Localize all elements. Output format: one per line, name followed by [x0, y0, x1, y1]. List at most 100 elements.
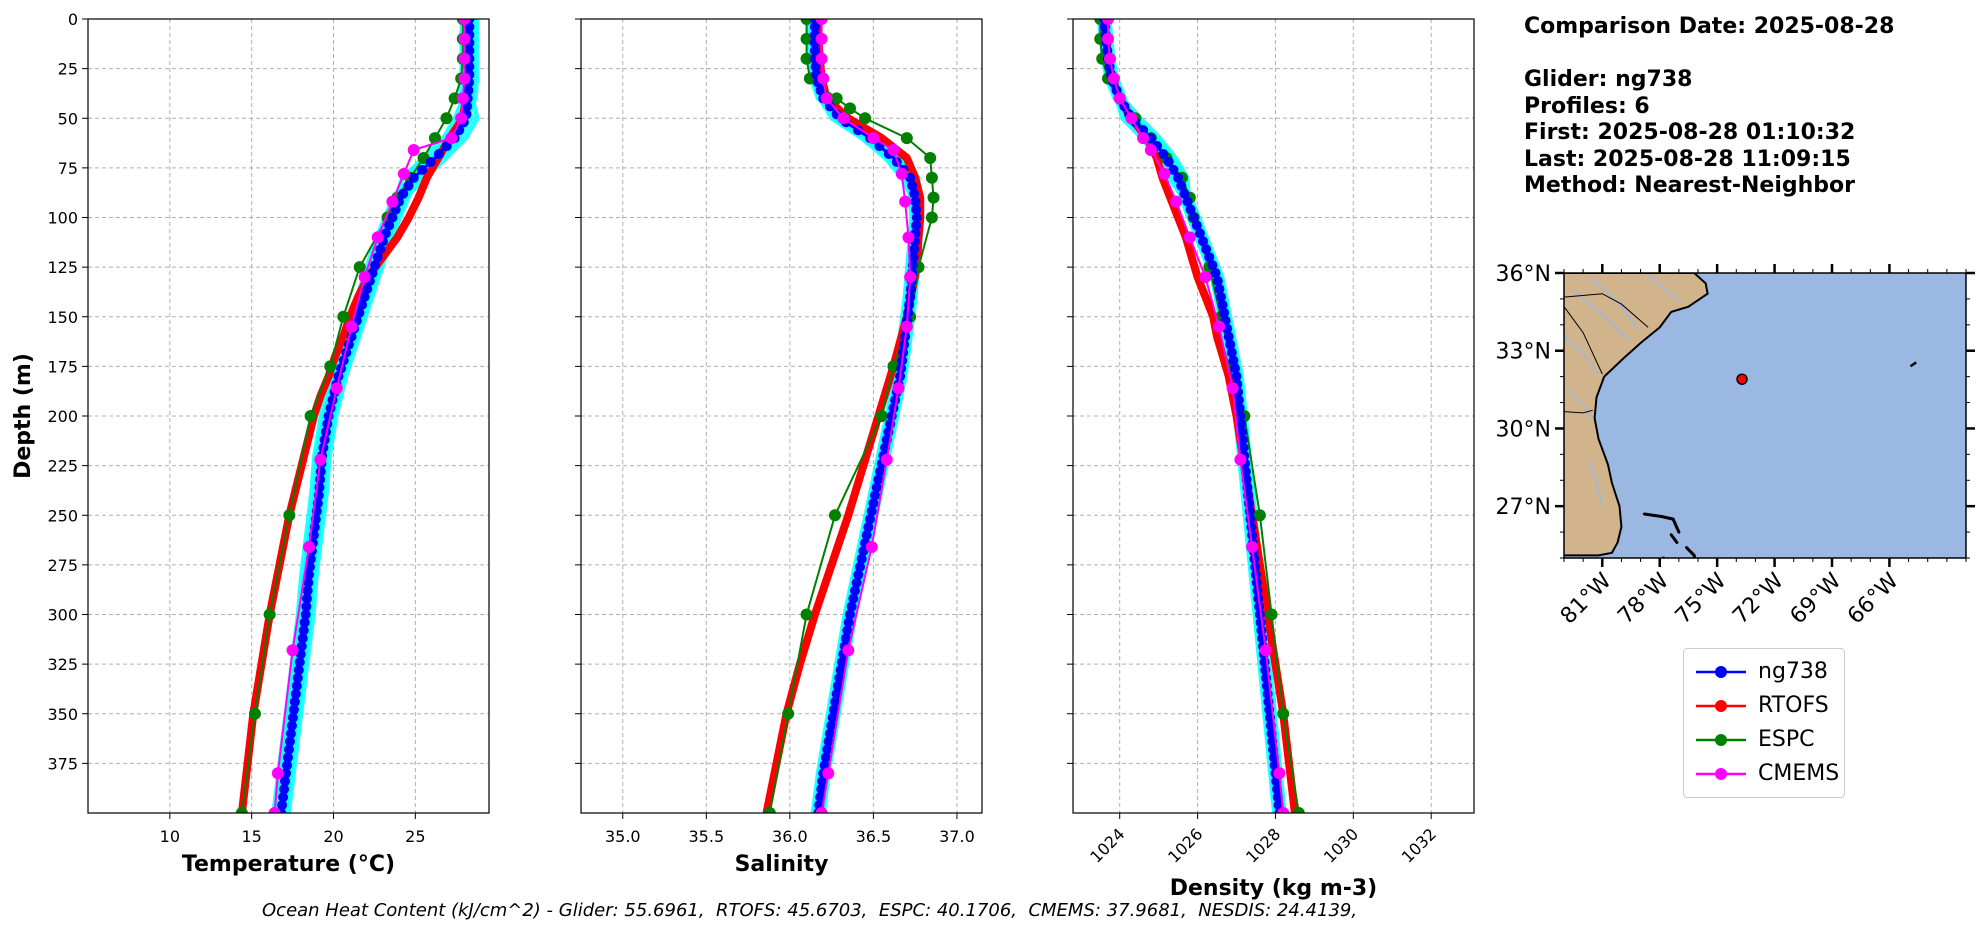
data-point-CMEMS — [1125, 112, 1138, 125]
map-lat-label: 30°N — [1496, 417, 1551, 442]
map-land — [1564, 273, 1709, 557]
data-point-ng738 — [1231, 371, 1242, 382]
data-point-ng738 — [1212, 276, 1223, 287]
map-lon-label: 69°W — [1786, 568, 1847, 629]
map-lon-label: 72°W — [1728, 568, 1789, 629]
data-point-ng738 — [303, 569, 314, 580]
x-tick-label: 35.5 — [689, 827, 725, 846]
data-point-ng738 — [820, 752, 831, 763]
legend-label: ESPC — [1758, 727, 1815, 752]
data-point-ng738 — [403, 180, 414, 191]
data-point-ESPC — [235, 807, 248, 813]
panel-2: 1024 1026 1028 1030 1032 Density (kg m-3) — [1067, 18, 1475, 901]
data-point-ng738 — [810, 61, 821, 72]
data-point-ng738 — [848, 593, 859, 604]
data-point-ng738 — [304, 561, 315, 572]
data-point-ng738 — [835, 665, 846, 676]
data-point-CMEMS — [458, 72, 471, 85]
data-point-CMEMS — [865, 541, 878, 554]
data-point-CMEMS — [842, 644, 855, 657]
y-tick-label: 0 — [68, 10, 78, 29]
axes-frame — [580, 18, 983, 814]
data-point-CMEMS — [1199, 271, 1212, 284]
data-point-ng738 — [283, 744, 294, 755]
data-point-ng738 — [1158, 148, 1169, 159]
data-point-ng738 — [1198, 236, 1209, 247]
data-point-ng738 — [1179, 188, 1190, 199]
data-point-ng738 — [1236, 426, 1247, 437]
data-point-ng738 — [828, 704, 839, 715]
data-point-ng738 — [372, 252, 383, 263]
data-point-ng738 — [815, 792, 826, 803]
data-point-ng738 — [1228, 355, 1239, 366]
data-point-ng738 — [870, 490, 881, 501]
data-point-CMEMS — [902, 231, 915, 244]
data-point-ng738 — [301, 601, 312, 612]
data-point-ng738 — [1191, 220, 1202, 231]
data-point-ng738 — [1223, 331, 1234, 342]
data-point-CMEMS — [268, 807, 281, 813]
map-island — [1642, 512, 1681, 534]
data-point-ng738 — [1204, 252, 1215, 263]
map-island — [1909, 361, 1917, 368]
x-tick-label: 1028 — [1242, 824, 1284, 866]
data-point-ng738 — [873, 474, 884, 485]
data-point-CMEMS — [302, 541, 315, 554]
data-point-ng738 — [865, 514, 876, 525]
data-point-ng738 — [1215, 291, 1226, 302]
data-point-CMEMS — [345, 320, 358, 333]
data-point-ESPC — [304, 410, 317, 422]
data-point-ng738 — [299, 617, 310, 628]
data-point-ng738 — [910, 196, 921, 207]
data-point-CMEMS — [867, 132, 880, 145]
map-lon-label: 75°W — [1671, 568, 1732, 629]
data-point-ng738 — [286, 720, 297, 731]
x-tick-label: 36.0 — [772, 827, 808, 846]
data-point-CMEMS — [817, 72, 830, 85]
data-point-ng738 — [297, 633, 308, 644]
map-river — [1588, 459, 1604, 507]
map-river — [1573, 290, 1630, 341]
x-tick-label: 15 — [241, 827, 261, 846]
data-point-ESPC — [263, 608, 276, 621]
data-point-ng738 — [853, 569, 864, 580]
data-point-ng738 — [853, 125, 864, 136]
legend-item-rtofs: RTOFS — [1692, 691, 1842, 721]
y-tick-label: 250 — [47, 506, 78, 525]
data-point-CMEMS — [880, 453, 893, 466]
data-point-CMEMS — [371, 231, 384, 244]
data-point-ng738 — [1233, 395, 1244, 406]
map-lon-label: 66°W — [1843, 568, 1904, 629]
y-tick-label: 200 — [47, 407, 78, 426]
data-point-ng738 — [356, 299, 367, 310]
map-border — [1564, 293, 1649, 328]
data-point-ng738 — [1168, 164, 1179, 175]
map-border — [1564, 409, 1593, 414]
legend-swatch-cmems — [1696, 768, 1746, 780]
data-point-ng738 — [1240, 466, 1251, 477]
glider-position-marker — [1736, 373, 1748, 385]
y-tick-label: 50 — [58, 109, 78, 128]
data-point-ng738 — [843, 617, 854, 628]
map-island — [1669, 533, 1679, 544]
x-tick-label: 20 — [323, 827, 343, 846]
data-point-ng738 — [285, 728, 296, 739]
data-point-ng738 — [283, 752, 294, 763]
data-point-CMEMS — [386, 195, 399, 208]
data-point-ESPC — [283, 509, 296, 522]
data-point-ng738 — [281, 768, 292, 779]
comparison-date: Comparison Date: 2025-08-28 — [1524, 14, 1895, 39]
data-point-ng738 — [294, 657, 305, 668]
data-point-ng738 — [911, 204, 922, 215]
data-point-ESPC — [782, 707, 795, 720]
x-tick-label: 37.0 — [939, 827, 975, 846]
data-point-CMEMS — [820, 92, 833, 105]
data-point-ng738 — [370, 260, 381, 271]
data-point-CMEMS — [1144, 144, 1157, 157]
data-point-ng738 — [1272, 792, 1283, 803]
data-point-CMEMS — [458, 19, 471, 25]
x-tick-label: 1024 — [1086, 824, 1128, 866]
data-point-ng738 — [375, 244, 386, 255]
data-point-CMEMS — [1226, 382, 1239, 395]
data-point-ng738 — [408, 172, 419, 183]
